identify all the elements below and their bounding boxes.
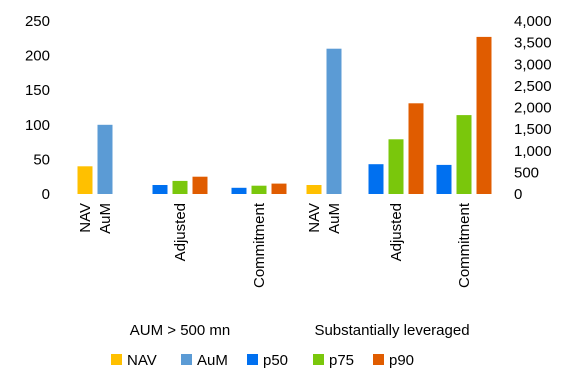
right-tick-label: 0 (514, 186, 522, 203)
right-tick-label: 4,000 (514, 13, 552, 30)
category-label: AuM (97, 203, 114, 234)
right-tick-label: 2,000 (514, 100, 552, 117)
bar-nav (77, 166, 93, 194)
bar-p50 (231, 187, 247, 194)
right-tick-label: 3,500 (514, 35, 552, 52)
bar-p90 (476, 36, 492, 195)
legend-label: AuM (197, 352, 228, 369)
left-tick-label: 150 (25, 82, 50, 99)
bar-p90 (271, 183, 287, 194)
bar-p75 (172, 180, 188, 194)
category-label: AuM (326, 203, 343, 234)
bar-p50 (436, 164, 452, 194)
category-label: Commitment (251, 202, 268, 288)
category-label: Commitment (456, 202, 473, 288)
group-label: AUM > 500 mn (130, 322, 230, 339)
bar-p50 (368, 164, 384, 194)
group-label: Substantially leveraged (314, 322, 469, 339)
bar-p75 (388, 139, 404, 194)
right-tick-label: 500 (514, 164, 539, 181)
category-labels: NAV AuM Adjusted Commitment NAV AuM Adjusted Co… (77, 202, 473, 288)
legend-swatch (373, 354, 384, 365)
legend-label: p50 (263, 352, 288, 369)
right-tick-label: 1,500 (514, 121, 552, 138)
legend-label: p75 (329, 352, 354, 369)
category-label: Adjusted (172, 203, 189, 261)
left-tick-label: 50 (33, 151, 50, 168)
left-axis: 0 50 100 150 200 250 (25, 13, 50, 203)
right-axis: 0 500 1,000 1,500 2,000 2,500 3,000 3,500 4,000 (514, 13, 552, 203)
bar-nav (306, 185, 322, 194)
right-tick-label: 2,500 (514, 78, 552, 95)
legend-swatch (247, 354, 258, 365)
left-tick-label: 250 (25, 13, 50, 30)
bar-p90 (192, 176, 208, 194)
legend-label: p90 (389, 352, 414, 369)
left-tick-label: 100 (25, 117, 50, 134)
bar-p90 (408, 103, 424, 194)
bar-p50 (152, 185, 168, 194)
legend-swatch (181, 354, 192, 365)
category-label: NAV (306, 203, 323, 233)
bar-p75 (456, 115, 472, 194)
category-label: Adjusted (388, 203, 405, 261)
legend-swatch (111, 354, 122, 365)
bar-aum (97, 124, 113, 194)
left-tick-label: 200 (25, 48, 50, 65)
bar-aum (326, 48, 342, 195)
category-label: NAV (77, 203, 94, 233)
group-labels: AUM > 500 mn Substantially leveraged (130, 322, 470, 339)
legend-swatch (313, 354, 324, 365)
right-tick-label: 1,000 (514, 143, 552, 160)
left-tick-label: 0 (42, 186, 50, 203)
legend-label: NAV (127, 352, 157, 369)
bar-p75 (251, 185, 267, 194)
right-tick-label: 3,000 (514, 56, 552, 73)
bars (77, 36, 492, 195)
legend: NAV AuM p50 p75 p90 (111, 352, 414, 369)
